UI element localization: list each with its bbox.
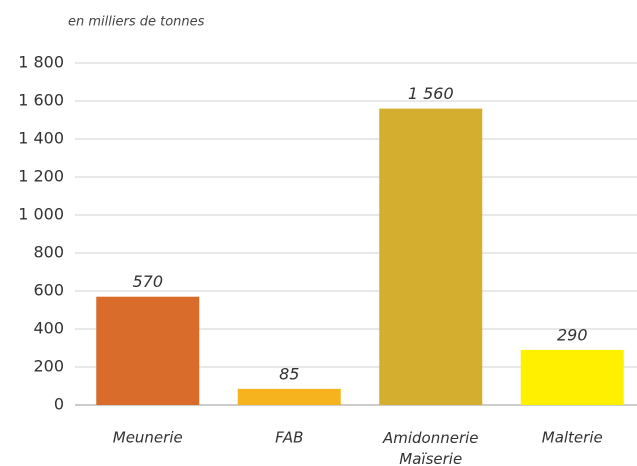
y-tick-label: 1 800 xyxy=(18,53,64,72)
y-tick-label: 800 xyxy=(33,243,64,262)
y-tick-label: 200 xyxy=(33,357,64,376)
y-tick-label: 1 600 xyxy=(18,91,64,110)
y-tick-label: 600 xyxy=(33,281,64,300)
y-tick-label: 1 000 xyxy=(18,205,64,224)
bar xyxy=(237,388,341,405)
chart-subtitle: en milliers de tonnes xyxy=(68,15,205,30)
value-label: 1 560 xyxy=(408,84,454,103)
y-tick-label: 1 400 xyxy=(18,129,64,148)
y-tick-label: 400 xyxy=(33,319,64,338)
x-tick-label: Meunerie xyxy=(113,429,183,447)
y-tick-label: 1 200 xyxy=(18,167,64,186)
x-tick-label: Amidonnerie Maïserie xyxy=(382,429,479,466)
bar xyxy=(379,108,483,405)
bar xyxy=(96,296,200,405)
x-tick-label: Malterie xyxy=(542,429,603,447)
value-label: 85 xyxy=(279,364,299,383)
y-tick-label: 0 xyxy=(54,395,64,414)
bar xyxy=(520,349,624,405)
value-label: 570 xyxy=(132,272,163,291)
value-label: 290 xyxy=(557,325,588,344)
x-tick-label: FAB xyxy=(275,429,303,447)
